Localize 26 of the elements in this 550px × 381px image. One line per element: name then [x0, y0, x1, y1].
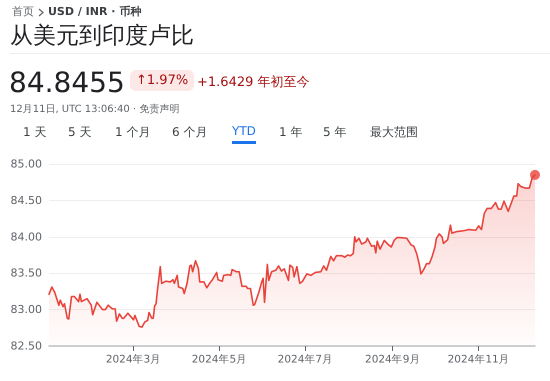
- text: 84.8455: [9, 66, 125, 99]
- chart-title: 从美元到印度卢比: [10, 22, 194, 51]
- text: 首页: [12, 4, 34, 19]
- y-tick-label: 83.00: [10, 303, 42, 316]
- x-tick-label: 2024年3月: [106, 354, 162, 366]
- text: 最大范围: [370, 124, 418, 141]
- y-tick-label: 84.00: [10, 230, 42, 244]
- text: 6 个月: [172, 124, 208, 141]
- text: YTD: [232, 124, 256, 144]
- text: 5 天: [68, 124, 92, 141]
- y-tick-label: 83.50: [10, 266, 42, 280]
- y-tick-label: 84.50: [10, 194, 42, 207]
- text: 5 年: [323, 124, 346, 141]
- text: +1.6429 年初至今: [197, 74, 310, 91]
- text: 1 天: [23, 124, 46, 141]
- x-tick-label: 2024年5月: [192, 354, 248, 366]
- text: USD / INR · 币种: [48, 4, 142, 19]
- x-tick-label: 2024年9月: [365, 354, 420, 366]
- text: ↑1.97%: [130, 70, 194, 91]
- text: 1 个月: [115, 124, 150, 141]
- text: 12月11日, UTC 13:06:40 · 免责声明: [10, 102, 180, 116]
- text: 1 年: [279, 124, 302, 141]
- y-tick-label: 85.00: [10, 158, 42, 170]
- x-tick-label: 2024年11月: [448, 354, 510, 366]
- x-tick-label: 2024年7月: [278, 354, 334, 366]
- y-tick-label: 82.50: [10, 340, 42, 352]
